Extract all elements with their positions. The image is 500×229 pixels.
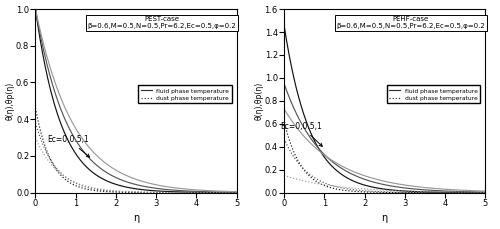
Y-axis label: θ(η),θp(η): θ(η),θp(η) bbox=[254, 82, 263, 120]
X-axis label: η: η bbox=[382, 213, 388, 224]
X-axis label: η: η bbox=[133, 213, 139, 224]
Legend: fluid phase temperature, dust phase temperature: fluid phase temperature, dust phase temp… bbox=[138, 85, 232, 104]
Y-axis label: θ(η),θp(η): θ(η),θp(η) bbox=[6, 82, 15, 120]
Text: Ec=0,0.5,1: Ec=0,0.5,1 bbox=[48, 135, 90, 157]
Text: PEST-case
β=0.6,M=0.5,N=0.5,Pr=6.2,Ec=0.5,φ=0.2: PEST-case β=0.6,M=0.5,N=0.5,Pr=6.2,Ec=0.… bbox=[88, 16, 236, 29]
Text: PEHF-case
β=0.6,M=0.5,N=0.5,Pr=6.2,Ec=0.5,φ=0.2: PEHF-case β=0.6,M=0.5,N=0.5,Pr=6.2,Ec=0.… bbox=[336, 16, 485, 29]
Legend: fluid phase temperature, dust phase temperature: fluid phase temperature, dust phase temp… bbox=[387, 85, 480, 104]
Text: Ec=0,0.5,1: Ec=0,0.5,1 bbox=[280, 122, 322, 146]
